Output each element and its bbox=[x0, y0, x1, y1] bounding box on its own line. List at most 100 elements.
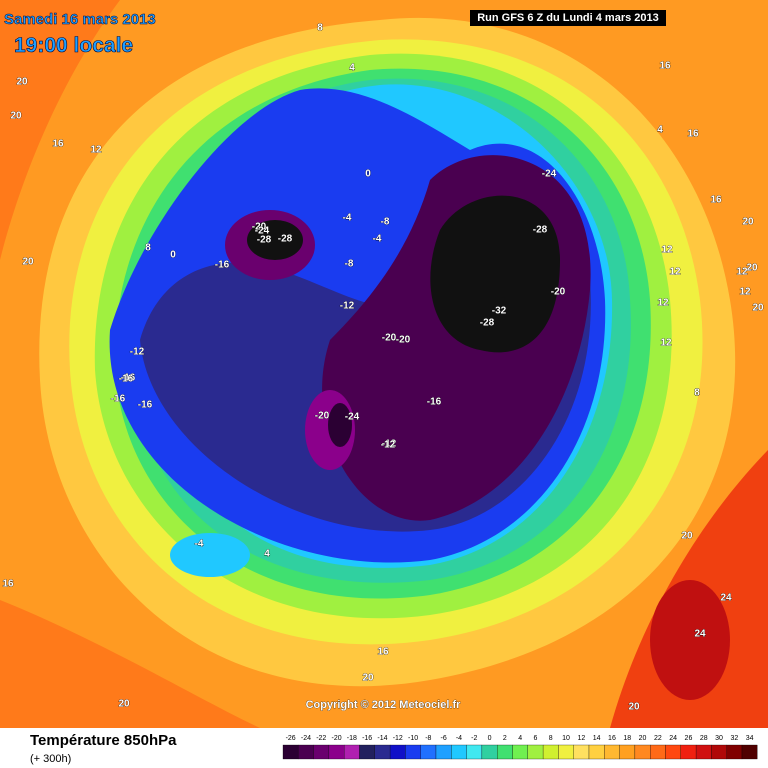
legend-swatch bbox=[359, 744, 375, 760]
legend-label: -12 bbox=[393, 735, 403, 742]
contour-label: 12 bbox=[736, 267, 748, 278]
contour-label: -20 bbox=[396, 335, 411, 346]
contour-label: 16 bbox=[52, 139, 64, 150]
legend-swatch bbox=[451, 744, 467, 760]
contour-label: 4 bbox=[264, 549, 270, 560]
legend-swatch bbox=[512, 744, 528, 760]
legend-swatch bbox=[466, 744, 483, 760]
contour-label: -16 bbox=[121, 373, 136, 384]
legend-label: -6 bbox=[441, 735, 447, 742]
contour-label: -16 bbox=[119, 374, 134, 385]
legend-label: 24 bbox=[669, 735, 677, 742]
legend-label: -8 bbox=[425, 735, 431, 742]
legend-label: -14 bbox=[377, 735, 387, 742]
contour-label: -24 bbox=[255, 226, 270, 237]
contour-label: -28 bbox=[278, 234, 293, 245]
legend-swatch bbox=[527, 744, 544, 760]
contour-label: -24 bbox=[542, 169, 557, 180]
contour-label: -16 bbox=[215, 260, 230, 271]
contour-label: -28 bbox=[533, 225, 548, 236]
contour-label: -20 bbox=[551, 287, 566, 298]
contour-label: 4 bbox=[657, 125, 663, 136]
legend-swatch bbox=[604, 744, 620, 760]
contour-label: -28 bbox=[257, 235, 272, 246]
contour-label: 16 bbox=[2, 579, 14, 590]
contour-label: -28 bbox=[480, 318, 495, 329]
contour-label: 16 bbox=[377, 647, 389, 658]
legend-swatch bbox=[313, 744, 330, 760]
legend-swatch bbox=[389, 744, 406, 760]
legend-swatch bbox=[405, 744, 421, 760]
legend-label: 4 bbox=[518, 735, 522, 742]
contour-label: 8 bbox=[145, 243, 151, 254]
contour-label: 16 bbox=[710, 195, 722, 206]
legend-swatch bbox=[665, 744, 681, 760]
legend-label: 20 bbox=[639, 735, 647, 742]
legend-label: 34 bbox=[746, 735, 754, 742]
contour-label: 12 bbox=[90, 145, 102, 156]
run-box bbox=[470, 10, 666, 26]
contour-label: -12 bbox=[381, 440, 396, 451]
contour-label: 16 bbox=[659, 61, 671, 72]
legend-swatch bbox=[680, 744, 697, 760]
legend-label: 6 bbox=[533, 735, 537, 742]
legend-label: 8 bbox=[549, 735, 553, 742]
contour-label: -4 bbox=[195, 539, 204, 550]
contour-label: 16 bbox=[687, 129, 699, 140]
contour-label: -16 bbox=[138, 400, 153, 411]
legend-label: -20 bbox=[331, 735, 341, 742]
contour-label: 4 bbox=[349, 63, 355, 74]
legend-label: -22 bbox=[316, 735, 326, 742]
contour-label: 24 bbox=[694, 629, 706, 640]
legend-label: 0 bbox=[488, 735, 492, 742]
legend-label: 10 bbox=[562, 735, 570, 742]
contour-label: 12 bbox=[661, 245, 673, 256]
legend-swatch bbox=[481, 744, 498, 760]
legend-swatch bbox=[695, 744, 712, 760]
legend-label: 12 bbox=[577, 735, 585, 742]
contour-label: 0 bbox=[365, 169, 371, 180]
legend-swatch bbox=[282, 744, 299, 760]
contour-label: 20 bbox=[752, 303, 764, 314]
contour-label: 24 bbox=[720, 593, 732, 604]
legend-swatch bbox=[741, 744, 758, 760]
legend-label: 32 bbox=[730, 735, 738, 742]
forecast-time: 19:00 locale bbox=[14, 34, 133, 57]
legend-swatch bbox=[542, 744, 559, 760]
legend-swatch bbox=[619, 744, 636, 760]
contour-label: -12 bbox=[130, 347, 145, 358]
contour-label: 20 bbox=[22, 257, 34, 268]
legend-swatch bbox=[711, 744, 727, 760]
forecast-date: Samedi 16 mars 2013 bbox=[4, 11, 156, 28]
contour-label: -16 bbox=[111, 394, 126, 405]
legend-swatch bbox=[374, 744, 391, 760]
contour-label: 20 bbox=[742, 217, 754, 228]
footer-title: Température 850hPa bbox=[30, 732, 177, 749]
footer-subtitle: (+ 300h) bbox=[30, 753, 71, 765]
contour-label: -16 bbox=[427, 397, 442, 408]
legend-swatch bbox=[650, 744, 666, 760]
contour-label: -4 bbox=[373, 234, 382, 245]
legend-label: -4 bbox=[456, 735, 462, 742]
legend-label: 2 bbox=[503, 735, 507, 742]
contour-label: -20 bbox=[315, 411, 330, 422]
legend-label: -16 bbox=[362, 735, 372, 742]
contour-label: 12 bbox=[657, 298, 669, 309]
legend-label: 28 bbox=[700, 735, 708, 742]
contour-label: 20 bbox=[681, 531, 693, 542]
legend-label: -10 bbox=[408, 735, 418, 742]
legend-swatch bbox=[435, 744, 452, 760]
legend-swatch bbox=[298, 744, 314, 760]
contour-label: -24 bbox=[345, 412, 360, 423]
legend-swatch bbox=[497, 744, 513, 760]
contour-label: 0 bbox=[170, 250, 176, 261]
legend-swatch bbox=[420, 744, 437, 760]
contour-label: -20 bbox=[252, 222, 267, 233]
contour-label: -12 bbox=[382, 439, 397, 450]
contour-label: 12 bbox=[739, 287, 751, 298]
legend-swatch bbox=[634, 744, 651, 760]
legend-label: 14 bbox=[593, 735, 601, 742]
legend-label: 16 bbox=[608, 735, 616, 742]
